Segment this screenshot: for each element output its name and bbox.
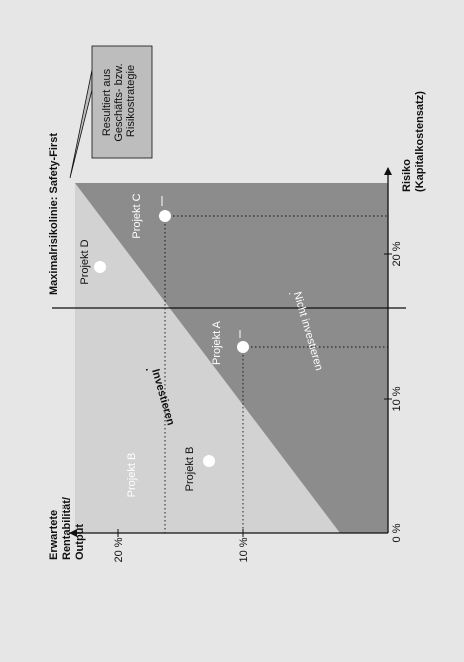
- project-b-point: [203, 455, 215, 467]
- project-a-point: [237, 341, 249, 353]
- invest-dot: .: [143, 366, 155, 372]
- x-tick-label-20: 20 %: [391, 241, 403, 266]
- guide-lines: [164, 215, 388, 533]
- project-c-label: Projekt C: [131, 193, 143, 238]
- x-axis-title-line-1: Risiko: [401, 159, 413, 192]
- x-tick-label-10: 10 %: [391, 386, 403, 411]
- x-axis-title: Risiko (Kapitalkostensatz): [401, 91, 426, 192]
- project-d-point: [94, 261, 106, 273]
- callout-line-2: Geschäfts- bzw.: [113, 63, 125, 141]
- project-d-label: Projekt D: [79, 239, 91, 284]
- y-axis-title-line-3: Output: [74, 524, 86, 560]
- project-c-point: [159, 210, 171, 222]
- project-b-band-label: Projekt B: [126, 453, 138, 498]
- x-axis-title-line-2: (Kapitalkostensatz): [414, 91, 426, 192]
- callout-line-1: Resultiert aus: [101, 68, 113, 136]
- callout-box: [91, 45, 153, 159]
- not-invest-dot: .: [286, 290, 298, 296]
- max-risk-line-label: Maximalrisikolinie: Safety-First: [48, 133, 60, 295]
- y-axis-title: Erwartete Rentabilität/ Output: [48, 494, 86, 560]
- y-tick-label-10: 10 %: [238, 537, 250, 562]
- not-invest-region: [75, 183, 388, 533]
- y-axis-title-line-2: Rentabilität/: [61, 497, 73, 560]
- project-b-label: Projekt B: [184, 447, 196, 492]
- callout-text: Resultiert aus Geschäfts- bzw. Risikostr…: [101, 60, 137, 141]
- project-a-label: Projekt A: [211, 320, 223, 365]
- callout-line-3: Risikostrategie: [125, 65, 137, 137]
- y-tick-label-20: 20 %: [113, 537, 125, 562]
- x-tick-label-0: 0 %: [391, 523, 403, 542]
- callout-pointer: [69, 69, 93, 179]
- y-axis-title-line-1: Erwartete: [48, 510, 60, 560]
